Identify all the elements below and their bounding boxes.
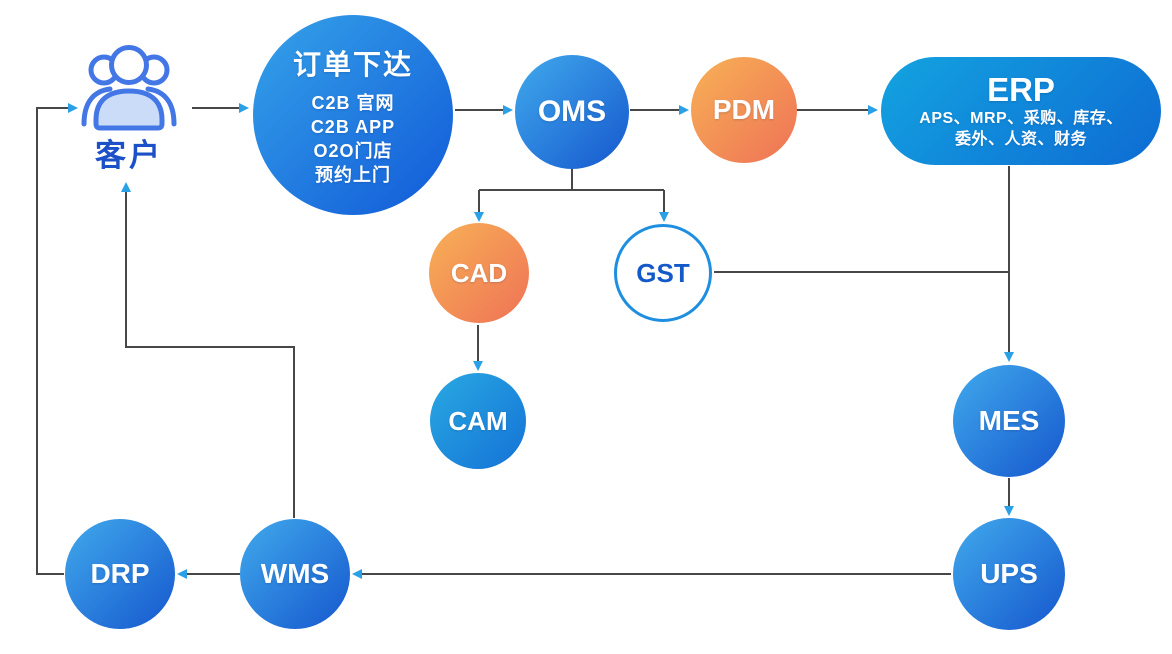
node-oms: OMS	[515, 55, 629, 169]
node-gst: GST	[614, 224, 712, 322]
arrowhead-into-cam	[473, 361, 483, 371]
back-person-left-shoulder	[81, 86, 113, 127]
node-cam: CAM	[430, 373, 526, 469]
arrowhead-into-customer-bottom	[121, 182, 131, 192]
arrowhead-into-gst	[659, 212, 669, 222]
node-erp: ERP APS、MRP、采购、库存、 委外、人资、财务	[881, 57, 1161, 165]
node-drp: DRP	[65, 519, 175, 629]
node-ups: UPS	[953, 518, 1065, 630]
front-person-body	[93, 88, 165, 131]
people-group-icon	[81, 45, 177, 131]
arrowhead-into-pdm	[679, 105, 689, 115]
connector-drp-to-customer	[36, 107, 70, 575]
order-channel-item: O2O门店	[313, 141, 393, 161]
arrowhead-into-customer-left	[68, 103, 78, 113]
order-channel-item: C2B APP	[310, 117, 396, 137]
node-wms: WMS	[240, 519, 350, 629]
node-cad: CAD	[429, 223, 529, 323]
node-erp-subtitle: 委外、人资、财务	[954, 131, 1087, 148]
order-channel-item: C2B 官网	[311, 93, 395, 113]
arrowhead-into-wms	[352, 569, 362, 579]
arrowhead-into-erp	[868, 105, 878, 115]
connector-wms-to-customer	[125, 190, 295, 518]
arrowhead-into-oms	[503, 105, 513, 115]
back-person-right-shoulder	[145, 86, 177, 127]
node-pdm: PDM	[691, 57, 797, 163]
node-customer-label: 客户	[95, 138, 163, 173]
arrowhead-into-ups	[1004, 506, 1014, 516]
arrowhead-into-mes	[1004, 352, 1014, 362]
node-erp-subtitle: APS、MRP、采购、库存、	[919, 110, 1123, 127]
node-order-title: 订单下达	[292, 49, 413, 80]
order-channel-item: 预约上门	[315, 165, 391, 185]
arrowhead-into-order	[239, 103, 249, 113]
arrowhead-into-cad	[474, 212, 484, 222]
front-person-head	[109, 45, 149, 85]
node-order: 订单下达 C2B 官网 C2B APP O2O门店 预约上门	[253, 15, 453, 215]
node-erp-title: ERP	[987, 71, 1055, 108]
arrowhead-into-drp	[177, 569, 187, 579]
node-mes: MES	[953, 365, 1065, 477]
